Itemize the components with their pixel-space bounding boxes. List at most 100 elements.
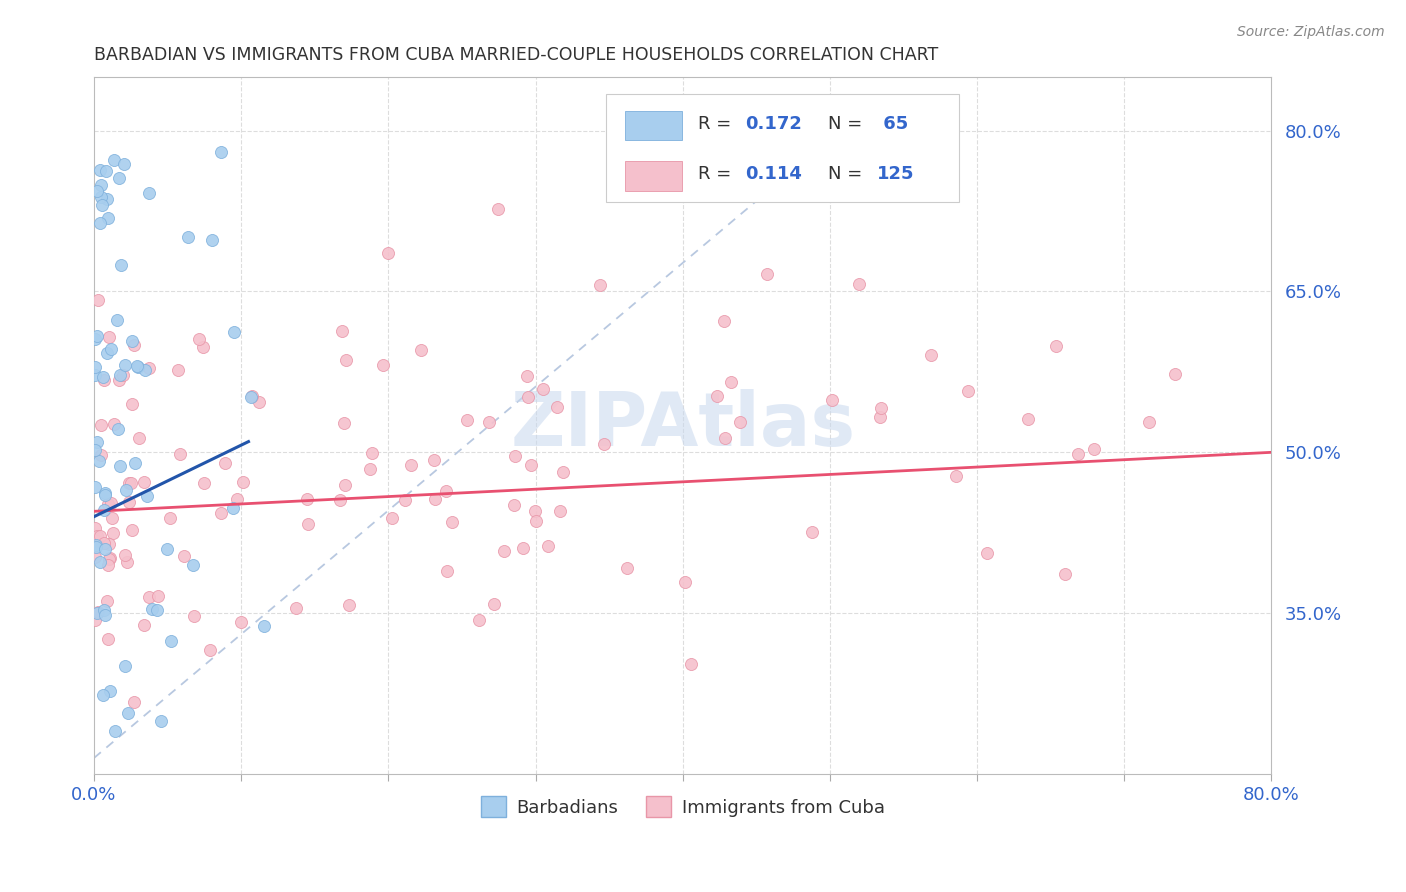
Point [134, 475, 156, 489]
Point [111, 368, 134, 382]
Point [821, 393, 844, 408]
Point [141, 602, 163, 616]
Point [468, 613, 491, 627]
Point [240, 389, 263, 403]
Point [97, 632, 120, 646]
Point [107, 373, 129, 387]
Point [96, 594, 118, 608]
Point [136, 489, 159, 503]
Point [112, 157, 135, 171]
Point [422, 453, 444, 467]
Point [169, 447, 191, 461]
Bar [626, 161, 682, 191]
Point [93, 503, 115, 517]
Point [526, 514, 548, 528]
Point [84, 368, 107, 382]
Point [91, 369, 114, 384]
Point [84, 332, 107, 346]
Text: 0.172: 0.172 [745, 114, 801, 133]
Point [505, 450, 527, 464]
Point [976, 546, 998, 560]
Point [377, 246, 399, 260]
Bar [606, 95, 959, 202]
Point [673, 575, 696, 590]
Point [713, 314, 735, 328]
Point [239, 390, 262, 404]
Point [222, 500, 245, 515]
Point [115, 483, 138, 497]
Point [335, 477, 357, 491]
Text: Source: ZipAtlas.com: Source: ZipAtlas.com [1237, 25, 1385, 39]
Point [138, 186, 160, 200]
Point [114, 548, 136, 562]
Point [920, 348, 942, 362]
Point [956, 384, 979, 399]
Point [848, 277, 870, 291]
Point [93, 536, 115, 550]
Point [1045, 339, 1067, 353]
Point [706, 388, 728, 402]
Point [107, 422, 129, 436]
Point [122, 695, 145, 709]
Point [231, 615, 253, 629]
Point [371, 358, 394, 372]
Point [1137, 415, 1160, 429]
Point [90, 178, 112, 192]
Point [284, 601, 307, 615]
Point [103, 153, 125, 167]
Point [98, 550, 121, 565]
Point [1054, 566, 1077, 581]
Point [181, 558, 204, 572]
Point [399, 458, 422, 472]
Point [104, 724, 127, 739]
Point [100, 684, 122, 698]
Point [94, 163, 117, 178]
Point [122, 337, 145, 351]
Point [295, 492, 318, 507]
Point [94, 487, 117, 501]
Point [132, 618, 155, 632]
Point [409, 343, 432, 358]
Point [478, 415, 501, 429]
Point [84, 550, 107, 565]
Text: 125: 125 [877, 165, 914, 183]
Point [503, 498, 526, 512]
Point [138, 590, 160, 604]
Point [121, 334, 143, 349]
Point [98, 537, 121, 551]
Point [681, 657, 703, 671]
Point [120, 476, 142, 491]
Point [87, 293, 110, 308]
Point [97, 558, 120, 572]
Point [90, 190, 112, 204]
Point [512, 541, 534, 556]
Point [198, 643, 221, 657]
Text: BARBADIAN VS IMMIGRANTS FROM CUBA MARRIED-COUPLE HOUSEHOLDS CORRELATION CHART: BARBADIAN VS IMMIGRANTS FROM CUBA MARRIE… [94, 46, 938, 64]
Point [84, 443, 107, 458]
Point [89, 163, 111, 178]
Point [1164, 367, 1187, 381]
Point [117, 556, 139, 570]
Point [138, 361, 160, 376]
Point [84, 521, 107, 535]
Point [720, 376, 742, 390]
Point [97, 211, 120, 225]
Point [103, 417, 125, 432]
Point [546, 401, 568, 415]
Point [515, 368, 537, 383]
Point [214, 456, 236, 470]
Point [360, 446, 382, 460]
Point [1083, 442, 1105, 456]
Point [870, 401, 893, 415]
Point [86, 534, 108, 549]
Point [91, 198, 114, 212]
Point [86, 538, 108, 552]
Point [89, 216, 111, 230]
Point [127, 359, 149, 374]
Point [121, 397, 143, 411]
Point [150, 714, 173, 728]
Point [90, 448, 112, 462]
Point [100, 496, 122, 510]
Point [714, 431, 737, 445]
Point [247, 395, 270, 409]
